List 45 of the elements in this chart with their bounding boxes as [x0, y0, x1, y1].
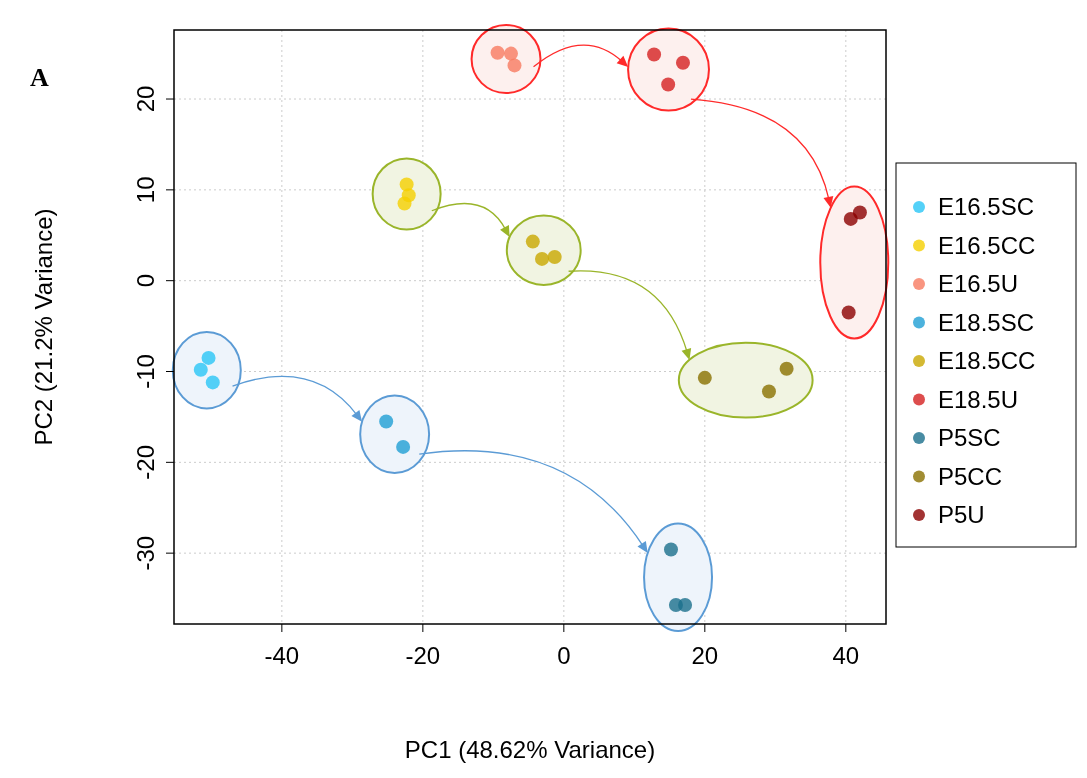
- x-tick-label: 20: [691, 642, 719, 669]
- point: [193, 362, 208, 377]
- text: A: [30, 63, 49, 92]
- legend-label: P5U: [938, 501, 985, 529]
- point: [396, 439, 411, 454]
- legend-label: E18.5SC: [938, 308, 1035, 336]
- point: [697, 370, 712, 385]
- point: [205, 375, 220, 390]
- legend-label: E16.5CC: [938, 231, 1036, 259]
- legend-label: E18.5CC: [938, 347, 1036, 375]
- x-tick-label: 0: [557, 642, 571, 669]
- y-tick-label: -30: [132, 535, 159, 571]
- legend-label: P5SC: [938, 424, 1001, 452]
- x-tick-label: 40: [832, 642, 860, 669]
- x-tick-label: -40: [264, 642, 300, 669]
- point: [525, 234, 540, 249]
- point: [678, 597, 693, 612]
- point: [490, 45, 505, 60]
- point: [779, 361, 794, 376]
- legend-label: P5CC: [938, 462, 1003, 490]
- point: [507, 58, 522, 73]
- y-tick-label: -20: [132, 444, 159, 480]
- point: [503, 46, 518, 61]
- y-tick-label: 0: [132, 274, 159, 288]
- y-axis-title: PC2 (21.2% Variance): [30, 208, 57, 446]
- y-tick-label: 20: [132, 85, 159, 113]
- point: [647, 47, 662, 62]
- x-axis-title: PC1 (48.62% Variance): [404, 736, 656, 763]
- point: [761, 384, 776, 399]
- point: [852, 205, 867, 220]
- point: [663, 542, 678, 557]
- point: [201, 350, 216, 365]
- y-tick-label: -10: [132, 354, 159, 389]
- legend-label: E16.5SC: [938, 193, 1035, 221]
- point: [397, 196, 412, 211]
- point: [547, 250, 562, 265]
- point: [379, 414, 394, 429]
- point: [841, 305, 856, 320]
- legend-label: E16.5U: [938, 270, 1019, 298]
- point: [534, 251, 549, 266]
- legend-label: E18.5U: [938, 385, 1019, 413]
- point: [661, 77, 676, 92]
- x-tick-label: -20: [405, 642, 441, 669]
- point: [675, 55, 690, 70]
- y-tick-label: 10: [132, 176, 159, 204]
